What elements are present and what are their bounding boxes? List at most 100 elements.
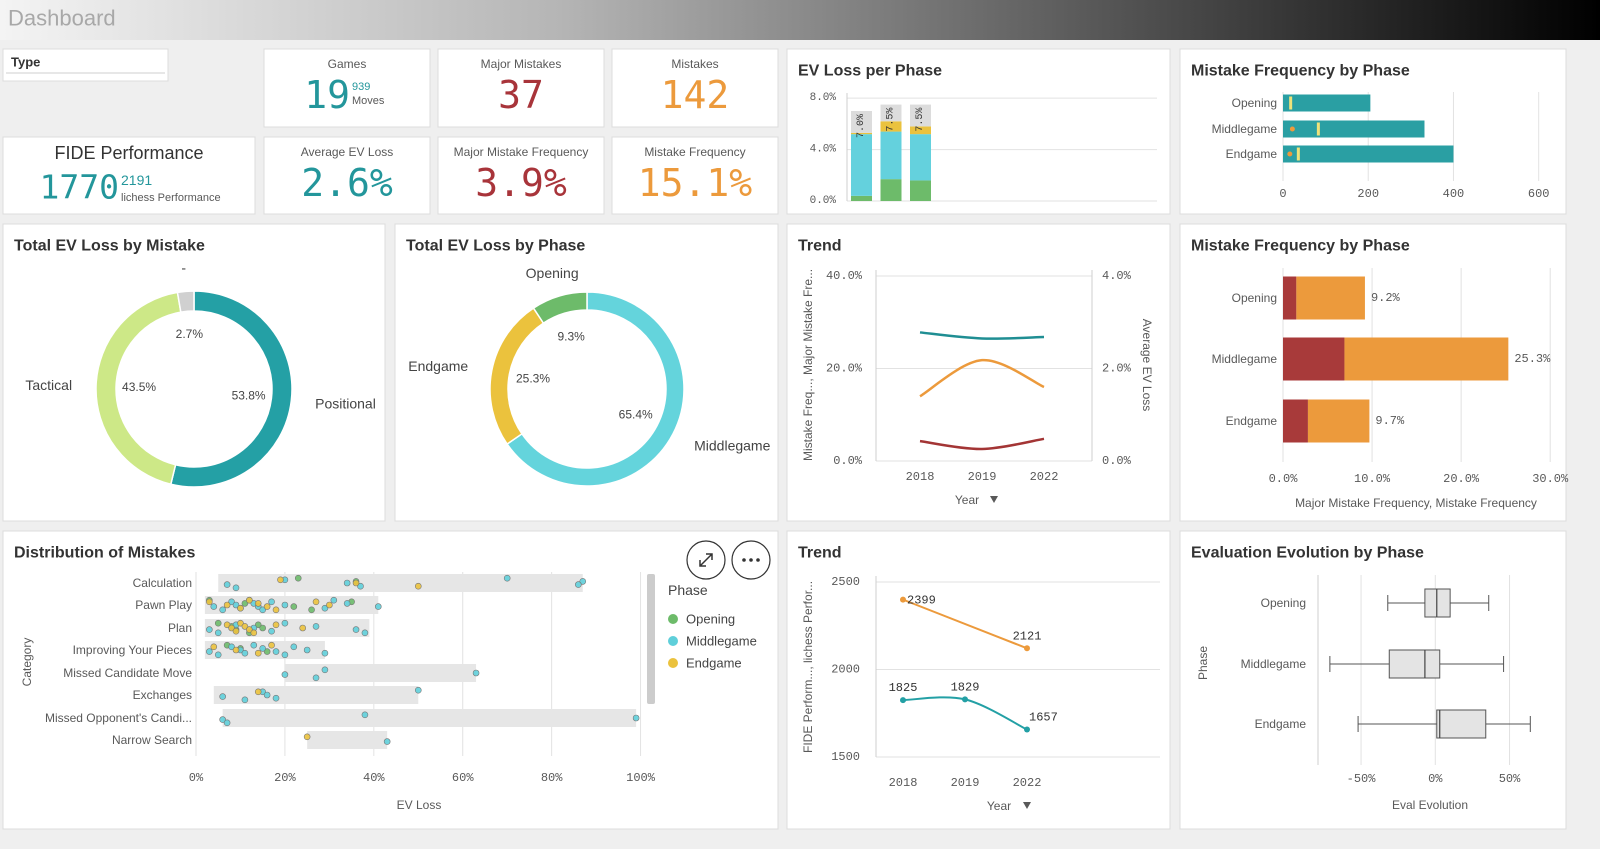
- scatter-point: [343, 579, 351, 587]
- category-label: Plan: [168, 621, 192, 635]
- scatter-point: [321, 604, 329, 612]
- slice-category-label: Endgame: [408, 358, 468, 374]
- category-label: Missed Candidate Move: [63, 666, 192, 680]
- y-tick-label: 8.0%: [810, 92, 837, 104]
- slice-category-label: -: [181, 259, 186, 275]
- slice-value-label: 53.8%: [232, 389, 266, 403]
- category-label: Endgame: [1255, 717, 1307, 731]
- scatter-point: [232, 601, 240, 609]
- legend-swatch: [668, 636, 678, 646]
- scatter-point: [254, 621, 262, 629]
- total-label: 7.5%: [915, 108, 926, 132]
- scatter-point: [210, 643, 218, 651]
- chart-title: Evaluation Evolution by Phase: [1191, 545, 1424, 562]
- scatter-point: [263, 691, 271, 699]
- scatter-point: [241, 696, 249, 704]
- filter-box[interactable]: [2, 48, 169, 82]
- scatter-point: [272, 694, 280, 702]
- scatter-point: [321, 649, 329, 657]
- scatter-point: [259, 606, 266, 614]
- scatter-point: [357, 582, 364, 590]
- chart-title: Trend: [798, 238, 842, 255]
- point-value-label: 1825: [889, 681, 918, 695]
- scatter-point: [472, 669, 480, 677]
- x-tick-label: 0%: [189, 771, 204, 785]
- box: [1436, 709, 1487, 739]
- point-value-label: 1829: [951, 680, 980, 694]
- x-tick-label: 40%: [363, 771, 385, 785]
- scatter-point: [290, 643, 298, 651]
- line-point: [1024, 726, 1030, 733]
- filter-label[interactable]: Type: [11, 55, 40, 70]
- bar: [1283, 145, 1454, 163]
- x-tick-label: 100%: [626, 771, 656, 785]
- bar-segment: [910, 104, 931, 127]
- x-tick-label: 400: [1443, 187, 1465, 201]
- line-series: [919, 437, 1045, 451]
- scatter-point: [214, 619, 222, 627]
- bar-segment: [851, 134, 872, 196]
- header-title: Dashboard: [8, 6, 116, 31]
- scatter-point: [503, 574, 511, 582]
- scatter-point: [210, 603, 218, 610]
- scatter-point: [214, 629, 222, 637]
- category-label: Middlegame: [1212, 352, 1278, 366]
- marker-dot: [1289, 126, 1295, 132]
- y-axis-label: Phase: [1196, 646, 1210, 680]
- category-label: Opening: [1232, 96, 1277, 110]
- scatter-point: [579, 578, 587, 585]
- kpi-title: Mistake Frequency: [644, 145, 745, 159]
- slice-category-label: Middlegame: [694, 437, 770, 453]
- scatter-point: [241, 649, 249, 657]
- scatter-point: [223, 719, 231, 727]
- scatter-point: [241, 600, 249, 607]
- x-tick-label: 60%: [452, 771, 474, 785]
- chart-title: Total EV Loss by Phase: [406, 238, 585, 255]
- category-label: Endgame: [1226, 147, 1278, 161]
- category-label: Pawn Play: [135, 598, 192, 612]
- header-bar: [0, 0, 1600, 40]
- bar-segment: [880, 179, 902, 201]
- category-label: Opening: [1232, 291, 1277, 305]
- category-label: Endgame: [1226, 414, 1278, 428]
- sort-arrow: [990, 496, 998, 503]
- marker-tick: [1296, 147, 1300, 161]
- kpi-sub-value: 939: [352, 81, 370, 93]
- scatter-point: [206, 598, 213, 606]
- chart-title: Distribution of Mistakes: [14, 545, 195, 562]
- scatter-point: [206, 626, 213, 633]
- bar-segment: [1296, 276, 1365, 320]
- expand-button[interactable]: [686, 540, 726, 580]
- y-tick-label: 2500: [831, 575, 860, 589]
- scatter-point: [223, 581, 231, 588]
- legend-label: Endgame: [686, 656, 742, 671]
- total-label: 7.0%: [856, 114, 867, 138]
- y2-tick-label: 4.0%: [1102, 269, 1132, 283]
- marker-dot: [1287, 151, 1293, 157]
- chart-title: EV Loss per Phase: [798, 63, 942, 80]
- category-label: Improving Your Pieces: [73, 643, 192, 657]
- range-bar: [307, 731, 388, 749]
- x-tick-label: 30.0%: [1532, 472, 1569, 486]
- bar-segment: [851, 132, 872, 135]
- scatter-point: [374, 603, 382, 610]
- scatter-point: [352, 626, 360, 633]
- more-button[interactable]: [731, 540, 771, 580]
- panel: [786, 48, 1171, 215]
- x-axis-label: Year: [987, 799, 1011, 813]
- point-value-label: 2121: [1013, 629, 1042, 643]
- scatter-point: [414, 686, 422, 694]
- scatter-point: [232, 646, 240, 654]
- scatter-point: [299, 624, 306, 632]
- chart-title: Mistake Frequency by Phase: [1191, 63, 1410, 80]
- range-bar: [218, 574, 583, 592]
- y-tick-label: 0.0%: [833, 454, 863, 468]
- kpi-title: Major Mistake Frequency: [454, 145, 589, 159]
- x-tick-label: 0.0%: [1269, 472, 1299, 486]
- total-label: 25.3%: [1514, 352, 1551, 366]
- bar-segment: [1344, 337, 1509, 381]
- scatter-point: [254, 649, 262, 657]
- panel: [2, 136, 256, 215]
- line-point: [962, 696, 968, 703]
- bar-segment: [910, 126, 931, 135]
